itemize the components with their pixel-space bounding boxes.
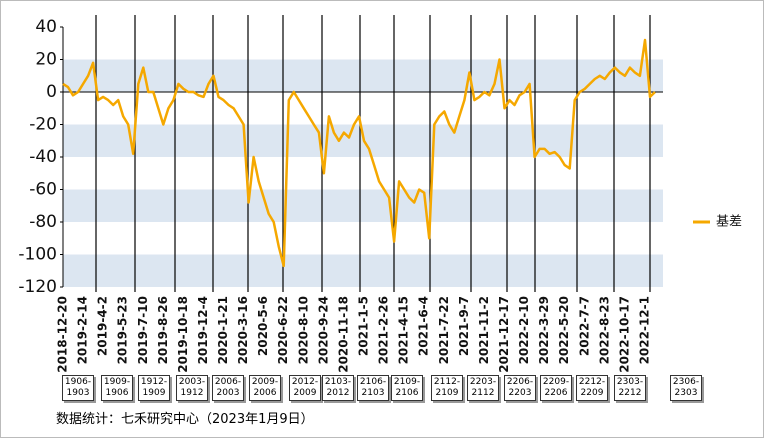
x-tick-label: 2018-12-20 xyxy=(56,296,70,373)
x-tick-label: 2019-7-10 xyxy=(136,296,150,364)
x-tick-label: 2022-5-20 xyxy=(557,296,571,364)
x-tick-label: 2019-5-23 xyxy=(116,296,130,364)
contract-box: 2112-2109 xyxy=(431,375,463,401)
x-tick-label: 2020-6-22 xyxy=(276,296,290,364)
y-tick-label: -60 xyxy=(29,180,57,200)
x-tick-label: 2021-7-22 xyxy=(437,296,451,364)
series-line xyxy=(62,38,656,268)
x-tick-label: 2022-2-10 xyxy=(517,296,531,364)
contract-box: 1909-1906 xyxy=(101,375,133,401)
x-tick-label: 2022-7-7 xyxy=(577,296,591,356)
y-tick-label: 40 xyxy=(35,17,57,37)
grid-band xyxy=(63,254,663,287)
x-tick-label: 2021-11-2 xyxy=(477,296,491,364)
x-tick-label: 2020-11-18 xyxy=(336,296,350,373)
x-tick-label: 2020-1-21 xyxy=(216,296,230,364)
y-tick-label: -100 xyxy=(18,245,57,265)
x-tick-label: 2020-8-10 xyxy=(296,296,310,364)
contract-box: 2003-1912 xyxy=(176,375,208,401)
contract-box: 2103-2012 xyxy=(322,375,354,401)
x-tick-label: 2020-9-24 xyxy=(316,296,330,364)
contract-box: 2006-2003 xyxy=(212,375,244,401)
x-tick-label: 2019-8-26 xyxy=(156,296,170,364)
contract-box: 2209-2206 xyxy=(540,375,572,401)
x-tick-label: 2019-2-14 xyxy=(76,296,90,364)
contract-box: 1906-1903 xyxy=(62,375,94,401)
x-tick-label: 2022-10-17 xyxy=(617,296,631,373)
contract-box: 2212-2209 xyxy=(576,375,608,401)
grid-band xyxy=(63,59,663,92)
x-tick-label: 2022-3-29 xyxy=(537,296,551,364)
x-tick-label: 2019-4-2 xyxy=(96,296,110,356)
contract-box: 2012-2009 xyxy=(289,375,321,401)
contract-box: 2009-2006 xyxy=(249,375,281,401)
y-tick-label: 0 xyxy=(46,82,57,102)
x-tick-label: 2021-6-4 xyxy=(417,296,431,356)
contract-box: 2206-2203 xyxy=(504,375,536,401)
contract-box: 2303-2212 xyxy=(614,375,646,401)
contract-box: 1912-1909 xyxy=(138,375,170,401)
x-tick-label: 2021-12-17 xyxy=(497,296,511,373)
x-tick-label: 2021-2-26 xyxy=(377,296,391,364)
x-tick-label: 2020-3-16 xyxy=(236,296,250,364)
x-tick-label: 2019-12-4 xyxy=(196,296,210,364)
contract-box: 2106-2103 xyxy=(357,375,389,401)
grid-band xyxy=(63,189,663,222)
x-tick-label: 2021-1-5 xyxy=(357,296,371,356)
x-tick-label: 2020-5-6 xyxy=(256,296,270,356)
y-tick-label: -40 xyxy=(29,147,57,167)
contract-box: 2306-2303 xyxy=(670,375,702,401)
x-tick-label: 2021-9-7 xyxy=(457,296,471,356)
contract-box: 2109-2106 xyxy=(391,375,423,401)
source: 数据统计：七禾研究中心（2023年1月9日） xyxy=(56,412,314,427)
y-tick-label: 20 xyxy=(35,50,57,70)
legend-label: 基差 xyxy=(716,215,742,230)
x-tick-label: 2019-10-18 xyxy=(176,296,190,373)
x-tick-label: 2021-4-15 xyxy=(397,296,411,364)
y-tick-label: -80 xyxy=(29,212,57,232)
y-tick-label: -120 xyxy=(18,277,57,297)
y-tick-label: -20 xyxy=(29,115,57,135)
contract-box: 2203-2112 xyxy=(467,375,499,401)
x-tick-label: 2022-8-23 xyxy=(597,296,611,364)
x-tick-label: 2022-12-1 xyxy=(637,296,651,364)
